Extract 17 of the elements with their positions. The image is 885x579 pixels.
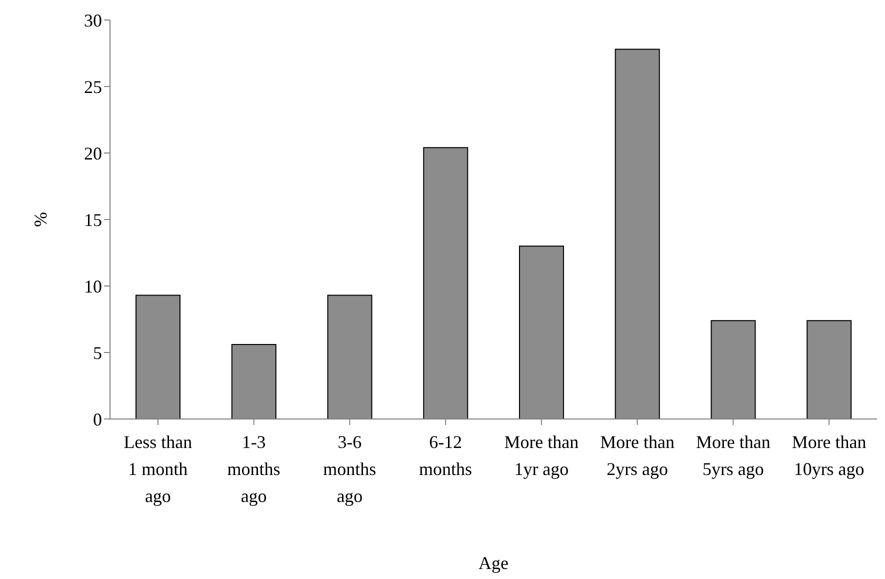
y-tick-label: 25	[84, 76, 102, 97]
y-axis-title: %	[30, 212, 50, 227]
x-tick-label: More than 1yr ago	[504, 432, 579, 479]
y-tick-label: 10	[84, 276, 102, 296]
x-tick-label: 1-3 months ago	[227, 432, 280, 506]
x-tick-label: More than 10yrs ago	[792, 432, 866, 479]
x-axis-title: Age	[478, 553, 508, 573]
y-tick-label: 30	[84, 10, 102, 30]
y-tick-label: 0	[93, 409, 102, 430]
x-tick-label: 6-12 months	[419, 432, 472, 479]
x-tick-label: Less than 1 month ago	[124, 432, 192, 506]
x-tick-label: More than 5yrs ago	[696, 432, 770, 479]
y-tick-label: 5	[93, 342, 102, 363]
x-tick-label: 3-6 months ago	[323, 432, 376, 506]
x-tick-label: More than 2yrs ago	[600, 432, 675, 479]
y-tick-label: 20	[84, 143, 102, 164]
y-tick-label: 15	[84, 210, 102, 230]
